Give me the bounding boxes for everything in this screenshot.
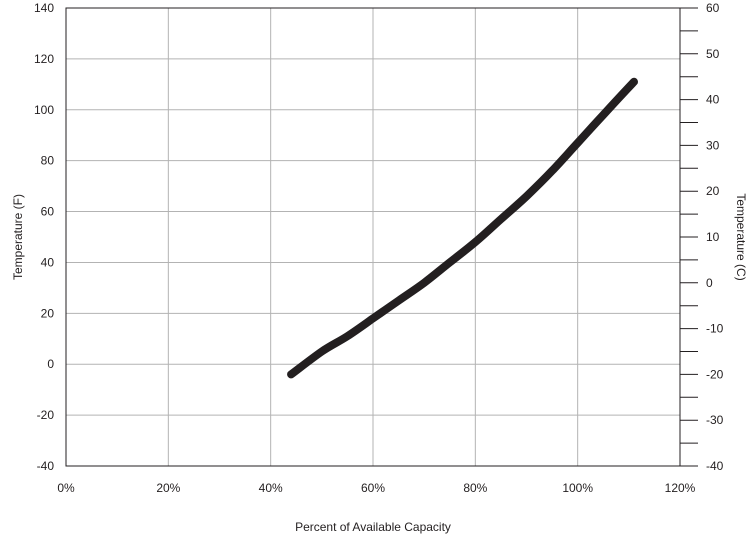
y2-tick-label: 30	[706, 138, 720, 152]
x-tick-label: 40%	[259, 481, 283, 495]
y2-tick-label: -40	[706, 459, 724, 473]
x-tick-label: 80%	[463, 481, 487, 495]
y-tick-label: -20	[37, 408, 55, 422]
x-tick-label: 120%	[665, 481, 696, 495]
y2-tick-label: -30	[706, 413, 724, 427]
y-tick-label: 0	[47, 357, 54, 371]
y-tick-label: 120	[34, 52, 54, 66]
labels-layer: 0% 20% 40% 60% 80% 100% 120%-40-20020406080100…	[34, 1, 724, 495]
y-tick-label: 100	[34, 103, 54, 117]
x-axis-title: Percent of Available Capacity	[295, 520, 451, 534]
y2-tick-label: 20	[706, 184, 720, 198]
x-tick-label: 100%	[562, 481, 593, 495]
y2-tick-label: -20	[706, 367, 724, 381]
y2-tick-label: -10	[706, 322, 724, 336]
y-tick-label: 80	[41, 154, 55, 168]
x-tick-label: 0%	[57, 481, 75, 495]
y2-tick-label: 10	[706, 230, 720, 244]
x-tick-label: 20%	[156, 481, 180, 495]
series-line	[287, 77, 638, 379]
y-tick-label: 20	[41, 306, 55, 320]
y-axis-title: Temperature (F)	[11, 194, 25, 280]
ticks-layer	[680, 7, 698, 467]
grid-layer	[66, 8, 680, 466]
y-tick-label: 140	[34, 1, 54, 15]
y2-tick-label: 40	[706, 93, 720, 107]
y2-tick-label: 60	[706, 1, 720, 15]
y2-tick-label: 50	[706, 47, 720, 61]
y-tick-label: 60	[41, 205, 55, 219]
y2-tick-label: 0	[706, 276, 713, 290]
x-tick-label: 60%	[361, 481, 385, 495]
y-tick-label: -40	[37, 459, 55, 473]
y-tick-label: 40	[41, 255, 55, 269]
y2-axis-title: Temperature (C)	[734, 193, 748, 280]
series-layer	[287, 77, 638, 379]
